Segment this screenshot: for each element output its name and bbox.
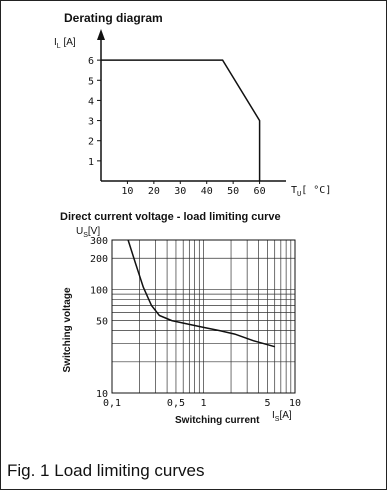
dc-load-chart: Direct current voltage - load limiting c… (60, 211, 301, 426)
derating-curve (101, 59, 261, 181)
dc-y-tick-label: 10 (96, 389, 108, 400)
dc-x-tick-label: 0,1 (103, 398, 121, 409)
dc-x-tick-label: 5 (264, 398, 270, 409)
dc-y-tick-label: 50 (96, 317, 108, 328)
dc-y-unit-label: US[V] (76, 226, 100, 239)
derating-y-tick-label: 4 (88, 96, 94, 107)
derating-title: Derating diagram (64, 11, 163, 25)
derating-y-tick-label: 5 (88, 76, 94, 87)
derating-y-tick-label: 1 (88, 157, 94, 168)
derating-y-arrow (97, 29, 105, 40)
derating-chart: Derating diagram IL [A] TU[ °C] 10 20 30 40… (54, 11, 331, 198)
derating-x-tick-label: 10 (121, 186, 133, 197)
dc-plot-border (111, 239, 296, 394)
dc-x-tick-label: 1 (200, 398, 206, 409)
dc-load-curve (127, 239, 275, 348)
dc-x-tick-label: 0,5 (167, 398, 185, 409)
dc-x-tick-label: 10 (289, 398, 301, 409)
dc-y-tick-label: 300 (90, 236, 108, 247)
dc-load-title: Direct current voltage - load limiting c… (60, 211, 281, 223)
derating-y-tick-label: 6 (88, 56, 94, 67)
derating-x-tick-label: 20 (148, 186, 160, 197)
dc-y-tick-label: 200 (90, 254, 108, 265)
dc-x-unit-label: IS[A] (272, 410, 292, 423)
dc-y-label: Switching voltage (62, 287, 73, 372)
derating-x-label: TU[ °C] (291, 185, 331, 198)
figure-caption: Fig. 1 Load limiting curves (7, 461, 205, 480)
derating-y-tick-label: 2 (88, 137, 94, 148)
derating-x-tick-label: 30 (174, 186, 186, 197)
dc-y-tick-label: 100 (90, 285, 108, 296)
derating-y-tick-label: 3 (88, 117, 94, 128)
derating-x-tick-label: 50 (227, 186, 239, 197)
derating-x-tick-label: 40 (201, 186, 213, 197)
derating-y-label: IL [A] (54, 37, 76, 50)
derating-x-tick-label: 60 (254, 186, 266, 197)
dc-x-label: Switching current (175, 415, 260, 426)
